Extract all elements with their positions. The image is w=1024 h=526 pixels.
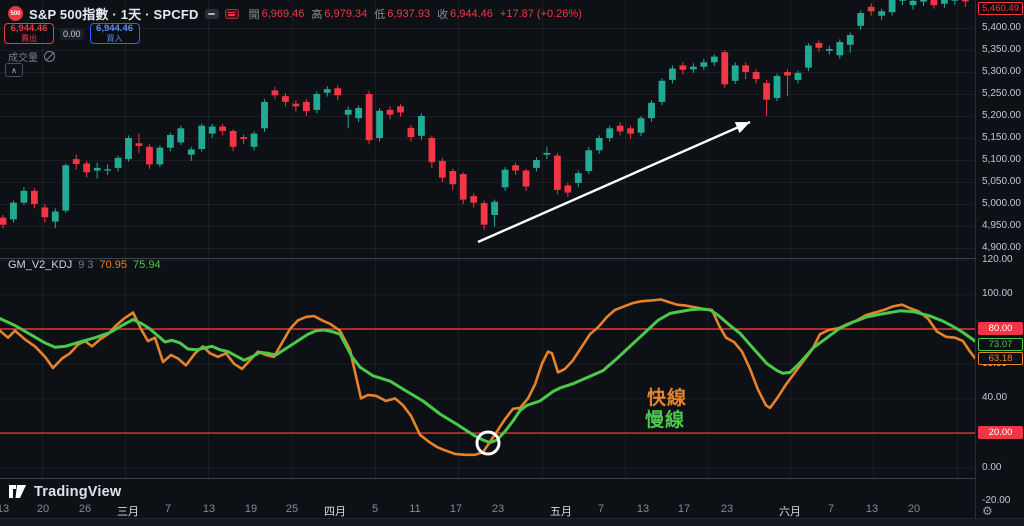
time-axis-label: 13	[202, 503, 216, 515]
price-axis-label: 5,250.00	[982, 88, 1021, 99]
volume-indicator-row: 成交量	[8, 49, 55, 64]
time-axis-label: 23	[491, 503, 505, 515]
indicator-axis-label: 40.00	[982, 392, 1008, 404]
price-axis-label: 4,950.00	[982, 220, 1021, 231]
close-value: 6,944.46	[450, 7, 493, 20]
price-axis-label: 5,350.00	[982, 44, 1021, 55]
indicator-axis-label: 0.00	[982, 461, 1002, 473]
time-axis-label: 20	[36, 503, 50, 515]
spread-value: 0.00	[60, 27, 84, 40]
indicator-params: 9 3	[78, 259, 94, 271]
open-value: 6,969.46	[261, 7, 305, 20]
buy-button[interactable]: 6,944.46 買入	[89, 23, 140, 44]
tradingview-logo-icon	[9, 485, 26, 498]
ohlc-readout: 開 6,969.46 高 6,979.34 低 6,937.93 收 6,944…	[249, 6, 582, 22]
time-axis-label: 三月	[117, 506, 139, 518]
chart-header: 500 S&P 500指數 · 1天 · SPCFD 開 6,969.46 高 …	[8, 4, 582, 23]
indicator-name: GM_V2_KDJ	[8, 259, 73, 271]
indicator-axis-label: 100.00	[982, 288, 1013, 300]
collapse-pane-button[interactable]: ∧	[5, 63, 23, 77]
time-axis-label: 25	[285, 503, 299, 515]
sell-label: 賣出	[21, 33, 37, 43]
high-label: 高	[311, 8, 323, 21]
trade-widget: 6,944.46 賣出 0.00 6,944.46 買入	[4, 23, 140, 44]
eye-off-icon[interactable]	[44, 51, 55, 62]
tradingview-logo-text: TradingView	[34, 483, 122, 500]
trend-arrow-annotation	[477, 120, 751, 244]
d-line-price-label: 73.07	[978, 338, 1023, 351]
time-axis-label: 五月	[550, 506, 572, 518]
time-axis-label: 13	[865, 503, 879, 515]
price-axis-label: 5,050.00	[982, 176, 1021, 187]
slow-line-annotation: 慢線	[645, 410, 686, 431]
symbol-title[interactable]: S&P 500指數 · 1天 · SPCFD	[29, 7, 199, 22]
lower-band-price-label: 20.00	[978, 426, 1023, 439]
time-axis-label: 23	[720, 503, 734, 515]
open-label: 開	[248, 8, 260, 21]
ohlc-rows-icon[interactable]	[224, 8, 239, 19]
tradingview-logo[interactable]: TradingView	[8, 483, 121, 500]
current-price-label: 5,460.49	[978, 2, 1023, 15]
low-label: 低	[374, 8, 386, 21]
time-axis-label: 19	[244, 503, 258, 515]
time-axis-label: 7	[597, 503, 605, 515]
change-value: +17.87 (+0.26%)	[499, 7, 582, 20]
time-axis-label: 7	[827, 503, 835, 515]
buy-price: 6,944.46	[96, 23, 134, 35]
symbol-logo-badge: 500	[8, 6, 23, 21]
fast-line-annotation: 快線	[647, 388, 688, 409]
gear-icon[interactable]: ⚙	[982, 504, 993, 518]
price-axis-label: 4,900.00	[982, 242, 1021, 253]
k-line-price-label: 63.18	[978, 352, 1023, 365]
hide-symbol-icon[interactable]	[204, 8, 219, 19]
price-axis-label: 5,000.00	[982, 198, 1021, 209]
volume-label: 成交量	[8, 53, 38, 64]
price-axis-label: 5,150.00	[982, 132, 1021, 143]
indicator-axis-label: -20.00	[982, 494, 1011, 506]
upper-band-price-label: 80.00	[978, 322, 1023, 335]
sell-button[interactable]: 6,944.46 賣出	[4, 23, 54, 44]
bottom-toolbar-strip	[0, 518, 1024, 526]
time-axis-label: 13	[0, 503, 10, 515]
chevron-up-icon: ∧	[11, 65, 17, 75]
time-axis-label: 5	[371, 503, 379, 515]
time-axis-label: 17	[449, 503, 463, 515]
time-axis-label: 11	[409, 503, 421, 515]
close-label: 收	[437, 8, 449, 21]
time-axis-label: 六月	[779, 506, 801, 518]
time-axis-label: 17	[677, 503, 691, 515]
price-axis-label: 5,100.00	[982, 154, 1021, 165]
low-value: 6,937.93	[387, 7, 431, 20]
crossover-circle-annotation	[475, 430, 501, 456]
indicator-d-value: 75.94	[133, 259, 161, 271]
indicator-axis-label: 120.00	[982, 253, 1013, 265]
indicator-legend[interactable]: GM_V2_KDJ 9 3 70.95 75.94	[8, 259, 161, 271]
high-value: 6,979.34	[324, 7, 368, 20]
price-axis-label: 5,300.00	[982, 66, 1021, 77]
time-axis[interactable]: 13 20 26 三月 7 13 19 25 四月 5 11 17 23 五月 7 13 17 23 六月 7 13 20	[0, 479, 975, 518]
time-axis-label: 26	[78, 503, 92, 515]
price-axis-label: 5,400.00	[982, 22, 1021, 33]
sell-price: 6,944.46	[10, 23, 48, 35]
time-axis-label: 13	[636, 503, 650, 515]
time-axis-label: 20	[907, 503, 921, 515]
time-axis-label: 7	[164, 503, 172, 515]
buy-label: 買入	[106, 33, 123, 43]
time-axis-label: 四月	[324, 506, 346, 518]
price-axis-label: 5,200.00	[982, 110, 1021, 121]
price-axis[interactable]: 5,460.49 80.00 73.07 63.18 20.00 ⚙ 5,400…	[975, 0, 1024, 518]
indicator-k-value: 70.95	[99, 259, 128, 271]
